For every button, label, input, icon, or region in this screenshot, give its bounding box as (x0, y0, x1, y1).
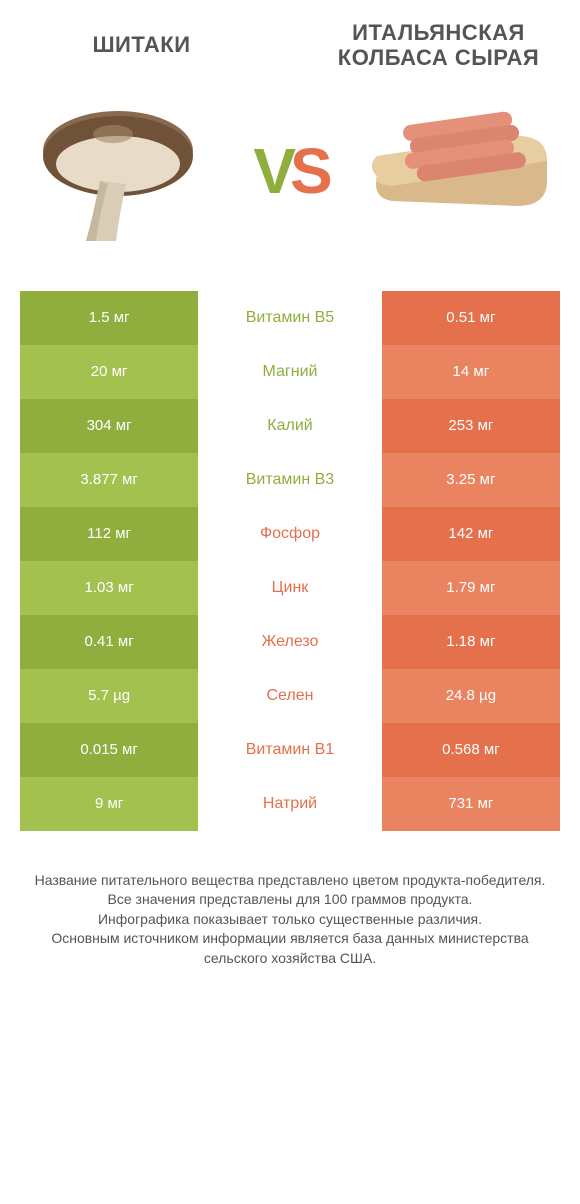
table-row: 0.015 мгВитамин B10.568 мг (20, 723, 560, 777)
footer-line-4: Основным источником информации является … (30, 929, 550, 968)
right-value: 0.51 мг (382, 291, 560, 345)
nutrient-name: Витамин B1 (198, 723, 382, 777)
table-row: 112 мгФосфор142 мг (20, 507, 560, 561)
right-value: 24.8 µg (382, 669, 560, 723)
left-product-image (20, 91, 225, 251)
footer-line-2: Все значения представлены для 100 граммо… (30, 890, 550, 910)
left-value: 0.015 мг (20, 723, 198, 777)
left-value: 0.41 мг (20, 615, 198, 669)
nutrient-name: Цинк (198, 561, 382, 615)
table-row: 5.7 µgСелен24.8 µg (20, 669, 560, 723)
nutrient-table: 1.5 мгВитамин B50.51 мг20 мгМагний14 мг3… (20, 291, 560, 831)
left-value: 1.5 мг (20, 291, 198, 345)
right-value: 253 мг (382, 399, 560, 453)
image-row: VS (20, 91, 560, 251)
table-row: 1.5 мгВитамин B50.51 мг (20, 291, 560, 345)
table-row: 304 мгКалий253 мг (20, 399, 560, 453)
table-row: 3.877 мгВитамин B33.25 мг (20, 453, 560, 507)
table-row: 1.03 мгЦинк1.79 мг (20, 561, 560, 615)
right-value: 1.79 мг (382, 561, 560, 615)
footer-line-3: Инфографика показывает только существенн… (30, 910, 550, 930)
left-value: 304 мг (20, 399, 198, 453)
right-value: 3.25 мг (382, 453, 560, 507)
right-value: 14 мг (382, 345, 560, 399)
nutrient-name: Фосфор (198, 507, 382, 561)
nutrient-name: Калий (198, 399, 382, 453)
vs-s: S (290, 135, 327, 207)
nutrient-name: Железо (198, 615, 382, 669)
left-value: 3.877 мг (20, 453, 198, 507)
right-value: 142 мг (382, 507, 560, 561)
left-value: 1.03 мг (20, 561, 198, 615)
left-value: 5.7 µg (20, 669, 198, 723)
left-value: 20 мг (20, 345, 198, 399)
nutrient-name: Магний (198, 345, 382, 399)
sausage-icon (362, 106, 552, 236)
right-product-title: ИТАЛЬЯНСКАЯ КОЛБАСА СЫРАЯ (317, 20, 560, 71)
mushroom-icon (38, 96, 208, 246)
nutrient-name: Витамин B3 (198, 453, 382, 507)
nutrient-name: Натрий (198, 777, 382, 831)
right-value: 731 мг (382, 777, 560, 831)
table-row: 20 мгМагний14 мг (20, 345, 560, 399)
nutrient-name: Селен (198, 669, 382, 723)
footer-line-1: Название питательного вещества представл… (30, 871, 550, 891)
comparison-infographic: ШИТАКИ ИТАЛЬЯНСКАЯ КОЛБАСА СЫРАЯ VS (0, 0, 580, 999)
table-row: 0.41 мгЖелезо1.18 мг (20, 615, 560, 669)
left-value: 9 мг (20, 777, 198, 831)
left-value: 112 мг (20, 507, 198, 561)
nutrient-name: Витамин B5 (198, 291, 382, 345)
footer-notes: Название питательного вещества представл… (20, 871, 560, 969)
right-product-image (355, 91, 560, 251)
right-value: 0.568 мг (382, 723, 560, 777)
left-product-title: ШИТАКИ (20, 32, 263, 58)
right-value: 1.18 мг (382, 615, 560, 669)
vs-label: VS (253, 139, 326, 203)
table-row: 9 мгНатрий731 мг (20, 777, 560, 831)
header: ШИТАКИ ИТАЛЬЯНСКАЯ КОЛБАСА СЫРАЯ (20, 20, 560, 71)
vs-v: V (253, 135, 290, 207)
